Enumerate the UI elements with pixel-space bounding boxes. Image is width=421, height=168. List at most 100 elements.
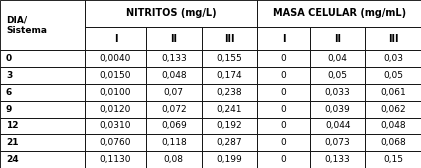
Text: 0,061: 0,061 bbox=[380, 88, 406, 97]
Text: 0,069: 0,069 bbox=[161, 121, 187, 131]
Bar bbox=[85, 84, 146, 101]
Bar bbox=[146, 134, 202, 151]
Bar bbox=[85, 0, 257, 27]
Bar bbox=[365, 134, 421, 151]
Text: 0: 0 bbox=[281, 121, 286, 131]
Bar bbox=[0, 118, 85, 134]
Bar bbox=[202, 67, 257, 84]
Text: 0,174: 0,174 bbox=[216, 71, 242, 80]
Text: 0,133: 0,133 bbox=[325, 155, 351, 164]
Text: 9: 9 bbox=[6, 105, 12, 114]
Text: 0,039: 0,039 bbox=[325, 105, 351, 114]
Bar bbox=[146, 118, 202, 134]
Text: 0: 0 bbox=[6, 54, 12, 63]
Bar bbox=[0, 84, 85, 101]
Bar bbox=[257, 67, 310, 84]
Text: 0,07: 0,07 bbox=[164, 88, 184, 97]
Bar bbox=[310, 151, 365, 168]
Bar bbox=[365, 101, 421, 118]
Bar bbox=[146, 50, 202, 67]
Bar bbox=[85, 118, 146, 134]
Bar bbox=[257, 50, 310, 67]
Bar bbox=[365, 84, 421, 101]
Text: 0,03: 0,03 bbox=[383, 54, 403, 63]
Bar bbox=[310, 101, 365, 118]
Text: 0,15: 0,15 bbox=[383, 155, 403, 164]
Text: 0: 0 bbox=[281, 54, 286, 63]
Text: 3: 3 bbox=[6, 71, 12, 80]
Bar bbox=[85, 134, 146, 151]
Bar bbox=[0, 151, 85, 168]
Bar bbox=[257, 0, 421, 27]
Bar bbox=[365, 27, 421, 50]
Text: 0,044: 0,044 bbox=[325, 121, 350, 131]
Text: 0,0150: 0,0150 bbox=[100, 71, 131, 80]
Text: 0,05: 0,05 bbox=[328, 71, 348, 80]
Text: MASA CELULAR (mg/mL): MASA CELULAR (mg/mL) bbox=[272, 8, 406, 18]
Text: 24: 24 bbox=[6, 155, 19, 164]
Bar bbox=[202, 151, 257, 168]
Text: 0,073: 0,073 bbox=[325, 138, 351, 147]
Bar bbox=[365, 67, 421, 84]
Bar bbox=[257, 134, 310, 151]
Text: 0,033: 0,033 bbox=[325, 88, 351, 97]
Bar bbox=[85, 101, 146, 118]
Bar bbox=[146, 101, 202, 118]
Text: 0: 0 bbox=[281, 155, 286, 164]
Text: 0,0310: 0,0310 bbox=[100, 121, 131, 131]
Text: 0,048: 0,048 bbox=[381, 121, 406, 131]
Text: 0: 0 bbox=[281, 88, 286, 97]
Bar bbox=[365, 118, 421, 134]
Bar bbox=[85, 67, 146, 84]
Bar bbox=[146, 27, 202, 50]
Text: 0,155: 0,155 bbox=[216, 54, 242, 63]
Text: 0,0120: 0,0120 bbox=[100, 105, 131, 114]
Text: NITRITOS (mg/L): NITRITOS (mg/L) bbox=[125, 8, 216, 18]
Bar bbox=[85, 50, 146, 67]
Text: II: II bbox=[171, 34, 177, 44]
Bar bbox=[0, 134, 85, 151]
Text: II: II bbox=[334, 34, 341, 44]
Text: 0,05: 0,05 bbox=[383, 71, 403, 80]
Bar bbox=[365, 151, 421, 168]
Text: 0,238: 0,238 bbox=[216, 88, 242, 97]
Bar bbox=[310, 118, 365, 134]
Text: 0,0100: 0,0100 bbox=[100, 88, 131, 97]
Text: 6: 6 bbox=[6, 88, 12, 97]
Bar bbox=[0, 101, 85, 118]
Text: 0,1130: 0,1130 bbox=[100, 155, 131, 164]
Text: 12: 12 bbox=[6, 121, 19, 131]
Text: 0,192: 0,192 bbox=[216, 121, 242, 131]
Bar bbox=[310, 50, 365, 67]
Text: 0,048: 0,048 bbox=[161, 71, 187, 80]
Bar bbox=[0, 0, 85, 50]
Text: 0: 0 bbox=[281, 105, 286, 114]
Bar bbox=[202, 50, 257, 67]
Text: 0,199: 0,199 bbox=[216, 155, 242, 164]
Text: 0,118: 0,118 bbox=[161, 138, 187, 147]
Bar bbox=[0, 67, 85, 84]
Bar bbox=[202, 84, 257, 101]
Bar bbox=[0, 50, 85, 67]
Bar bbox=[85, 151, 146, 168]
Text: 0: 0 bbox=[281, 71, 286, 80]
Text: I: I bbox=[114, 34, 117, 44]
Text: 21: 21 bbox=[6, 138, 19, 147]
Text: 0,08: 0,08 bbox=[164, 155, 184, 164]
Bar bbox=[146, 67, 202, 84]
Text: 0,0760: 0,0760 bbox=[100, 138, 131, 147]
Text: 0,068: 0,068 bbox=[380, 138, 406, 147]
Text: DIA/
Sistema: DIA/ Sistema bbox=[6, 15, 47, 35]
Bar bbox=[202, 27, 257, 50]
Bar bbox=[310, 27, 365, 50]
Bar bbox=[310, 67, 365, 84]
Text: 0,062: 0,062 bbox=[381, 105, 406, 114]
Bar bbox=[257, 151, 310, 168]
Bar bbox=[202, 101, 257, 118]
Text: III: III bbox=[224, 34, 234, 44]
Text: I: I bbox=[282, 34, 285, 44]
Bar bbox=[310, 84, 365, 101]
Bar bbox=[146, 84, 202, 101]
Bar bbox=[202, 118, 257, 134]
Bar bbox=[257, 27, 310, 50]
